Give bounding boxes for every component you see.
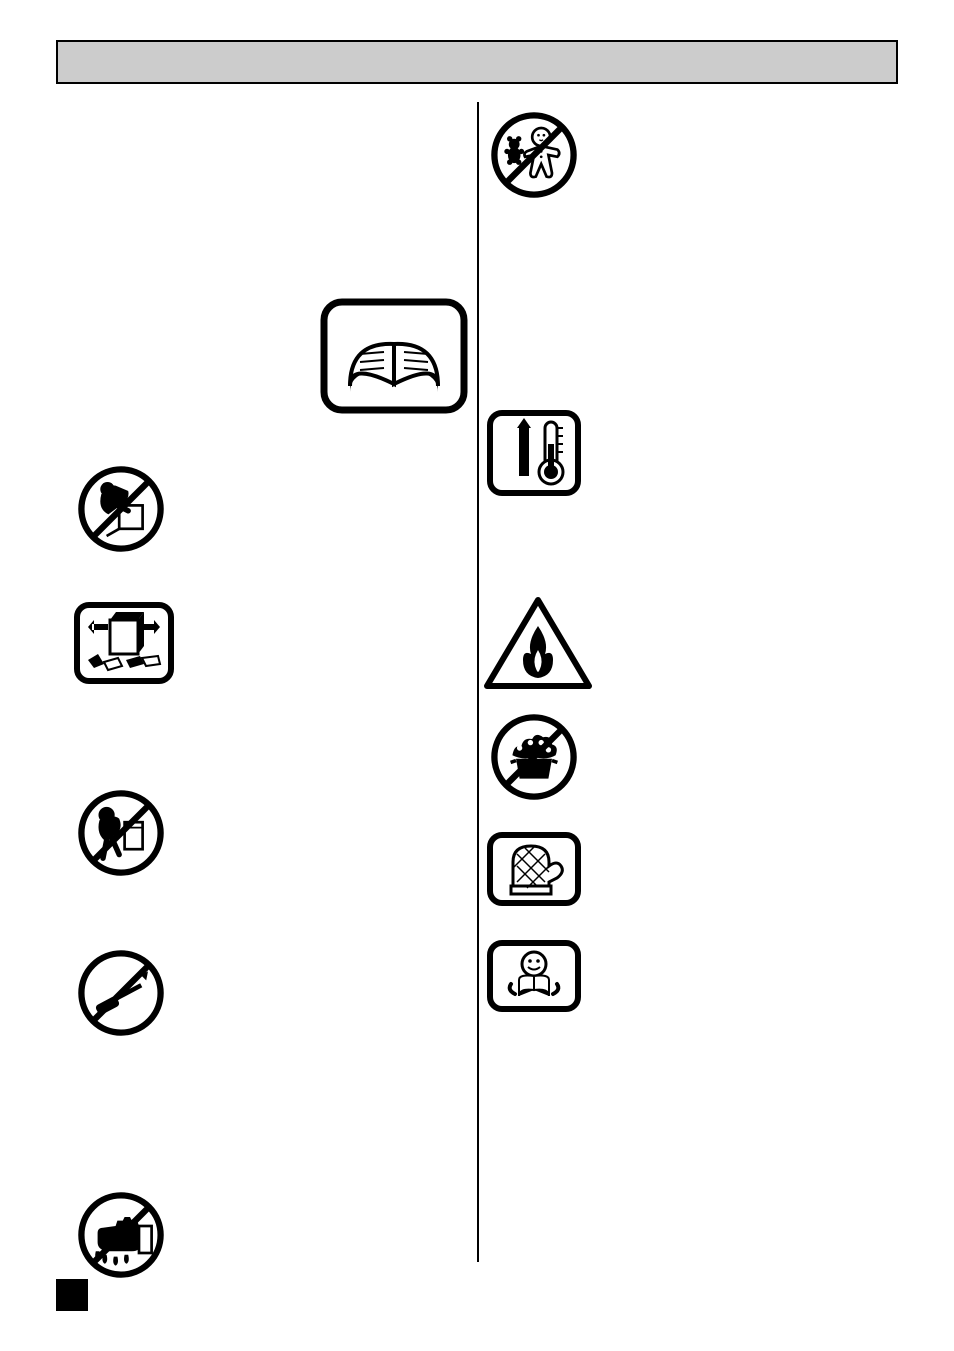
left-column: [56, 102, 477, 1262]
no-wet-hands-icon: [76, 1190, 166, 1280]
right-column: [477, 102, 898, 1262]
child-supervision-icon: [487, 940, 581, 1012]
no-overfill-pot-icon: [489, 712, 579, 802]
upright-thermometer-icon: [487, 410, 581, 496]
page-number-box: [56, 1279, 88, 1311]
no-lean-on-door-icon: [76, 464, 166, 554]
content-columns: [56, 102, 898, 1262]
fire-hazard-icon: [483, 596, 593, 692]
oven-mitt-icon: [487, 832, 581, 906]
no-disassemble-icon: [76, 948, 166, 1038]
page: [0, 0, 954, 1351]
dispose-packaging-icon: [74, 602, 174, 684]
no-children-on-door-icon: [76, 788, 166, 878]
no-children-play-icon: [489, 110, 579, 200]
title-bar: [56, 40, 898, 84]
read-manual-icon: [320, 298, 468, 414]
